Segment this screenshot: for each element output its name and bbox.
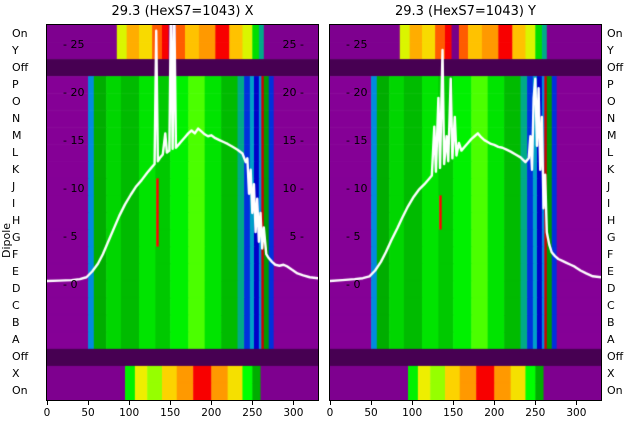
dipole-row-label: Off — [607, 350, 624, 364]
x-tick-mark — [453, 401, 455, 405]
heatmap-canvas-x — [46, 24, 319, 401]
dipole-row-label: E — [12, 265, 19, 279]
dipole-row-label: On — [12, 384, 28, 398]
x-tick-label: 150 — [443, 407, 464, 419]
dipole-row-label: F — [12, 248, 19, 262]
x-tick-label: 250 — [242, 407, 263, 419]
x-tick-mark — [293, 401, 295, 405]
x-tick-mark — [211, 401, 213, 405]
dipole-row-label: E — [607, 265, 614, 279]
x-tick-label: 250 — [525, 407, 546, 419]
x-tick-mark — [330, 401, 331, 405]
x-tick-label: 300 — [566, 407, 587, 419]
dipole-row-label: Off — [12, 350, 29, 364]
x-tick-label: 200 — [484, 407, 505, 419]
heatmap-canvas-y — [329, 24, 602, 401]
x-tick-mark — [170, 401, 172, 405]
dipole-row-label: P — [12, 77, 19, 91]
dipole-row-label: B — [12, 316, 20, 330]
dipole-row-label: I — [607, 196, 611, 210]
x-tick-mark — [47, 401, 48, 405]
dipole-row-label: G — [12, 231, 21, 245]
dipole-row-label: O — [607, 94, 616, 108]
dipole-row-label: M — [607, 128, 617, 142]
dipole-row-label: K — [12, 162, 20, 176]
x-tick-mark — [412, 401, 414, 405]
dipole-row-label: C — [607, 299, 615, 313]
dipole-row-label: On — [607, 26, 623, 40]
dipole-row-label: L — [607, 145, 614, 159]
x-tick-label: 100 — [119, 407, 140, 419]
plot-y-title: 29.3 (HexS7=1043) Y — [394, 4, 537, 19]
dipole-row-label: On — [12, 26, 28, 40]
dipole-row-label: I — [12, 196, 16, 210]
dipole-row-label: G — [607, 231, 616, 245]
dipole-row-label: H — [12, 214, 21, 228]
dipole-row-label: A — [607, 333, 615, 347]
x-tick-label: 50 — [364, 407, 378, 419]
x-tick-label: 0 — [326, 407, 334, 419]
x-tick-mark — [252, 401, 254, 405]
dipole-row-label: P — [607, 77, 614, 91]
dipole-row-label: N — [12, 111, 21, 125]
dipole-row-label: X — [12, 367, 20, 381]
dipole-row-label: J — [12, 179, 16, 193]
dipole-row-label: F — [607, 248, 614, 262]
x-axis-ticks-x: 0 50 100 150 200 250 300 — [44, 401, 318, 423]
dipole-row-label: Off — [607, 60, 624, 74]
plot-x-title: 29.3 (HexS7=1043) X — [111, 4, 254, 19]
x-tick-mark — [535, 401, 537, 405]
x-tick-label: 200 — [201, 407, 222, 419]
x-tick-mark — [494, 401, 496, 405]
x-tick-label: 0 — [43, 407, 51, 419]
dipole-row-label: X — [607, 367, 615, 381]
dipole-row-labels-left: On Y Off P O N M L K J I H G F E D C B A Off X On — [12, 25, 48, 400]
dipole-row-label: J — [607, 179, 611, 193]
x-tick-mark — [576, 401, 578, 405]
x-tick-mark — [88, 401, 90, 405]
dipole-row-label: D — [12, 282, 21, 296]
dipole-row-label: K — [607, 162, 615, 176]
dipole-row-label: Y — [12, 43, 19, 57]
dipole-row-label: L — [12, 145, 19, 159]
x-tick-label: 50 — [81, 407, 95, 419]
dipole-row-label: M — [12, 128, 22, 142]
dipole-row-label: Off — [12, 60, 29, 74]
x-tick-mark — [371, 401, 373, 405]
x-tick-label: 100 — [402, 407, 423, 419]
dipole-row-label: B — [607, 316, 615, 330]
dipole-row-label: C — [12, 299, 20, 313]
x-tick-mark — [129, 401, 131, 405]
dipole-row-label: D — [607, 282, 616, 296]
dipole-row-label: A — [12, 333, 20, 347]
x-axis-ticks-y: 0 50 100 150 200 250 300 — [327, 401, 601, 423]
x-tick-label: 300 — [283, 407, 304, 419]
dipole-row-label: Y — [607, 43, 614, 57]
dipole-row-labels-right: On Y Off P O N M L K J I H G F E D C B A Off X On — [607, 25, 640, 400]
dipole-row-label: H — [607, 214, 616, 228]
dipole-row-label: N — [607, 111, 616, 125]
x-tick-label: 150 — [160, 407, 181, 419]
dipole-row-label: O — [12, 94, 21, 108]
dipole-row-label: On — [607, 384, 623, 398]
